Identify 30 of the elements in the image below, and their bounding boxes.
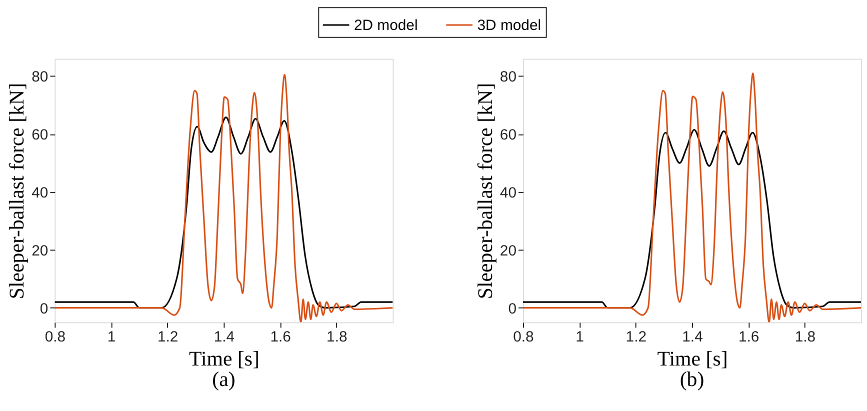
y-tick-label: 80: [500, 70, 517, 86]
x-tick-label: 1: [576, 330, 584, 346]
y-tick-label: 40: [500, 185, 517, 202]
line-series: [54, 116, 393, 309]
line-series: [54, 74, 393, 322]
legend-label: 2D model: [354, 18, 418, 34]
y-axis-title: Sleeper-ballast force [kN]: [4, 82, 29, 300]
line-series: [522, 128, 862, 309]
x-tick-label: 0.8: [513, 330, 534, 346]
y-tick-label: 0: [40, 301, 48, 318]
x-tick-label: 1.8: [326, 330, 348, 346]
x-tick-label: 0.8: [44, 330, 66, 346]
x-tick-label: 1.4: [214, 330, 235, 346]
x-tick-label: 1.6: [270, 330, 291, 346]
x-tick-label: 1.6: [738, 330, 760, 346]
x-tick-label: 1: [107, 330, 116, 346]
y-tick-label: 20: [500, 243, 517, 260]
line-series: [522, 72, 862, 322]
legend-label: 3D model: [477, 18, 542, 34]
y-tick-label: 20: [32, 243, 48, 260]
y-tick-label: 60: [32, 128, 48, 144]
y-tick-label: 0: [508, 301, 517, 318]
y-tick-label: 80: [32, 70, 48, 86]
x-tick-label: 1.8: [794, 330, 816, 346]
y-axis-title: Sleeper-ballast force [kN]: [472, 82, 497, 300]
x-tick-label: 1.4: [682, 330, 703, 346]
x-tick-label: 1.2: [626, 330, 647, 346]
y-tick-label: 60: [500, 128, 517, 144]
x-tick-label: 1.2: [158, 330, 178, 346]
y-tick-label: 40: [32, 185, 48, 202]
